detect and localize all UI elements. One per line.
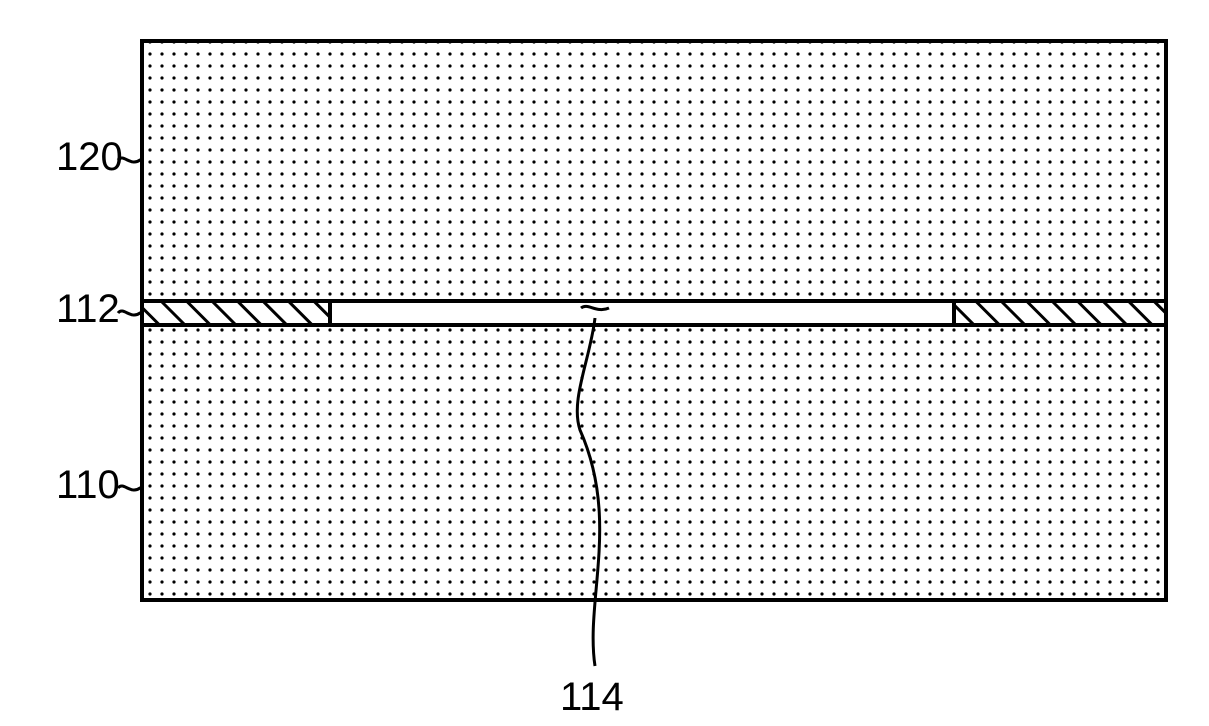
svg-text:110: 110 [56, 463, 120, 507]
label-120: 120 [56, 135, 142, 179]
layer-114-gap [330, 301, 954, 325]
label-110: 110 [56, 463, 142, 507]
svg-text:114: 114 [560, 675, 624, 719]
label-112: 112 [56, 287, 142, 331]
svg-text:120: 120 [56, 135, 123, 179]
layer-112-hatch-left [142, 301, 330, 325]
layer-110-dotted [142, 325, 1166, 600]
diagram-root: 120 112 110 114 [0, 0, 1209, 726]
layer-112-hatch-right [954, 301, 1166, 325]
layer-120-dotted [142, 41, 1166, 301]
svg-text:112: 112 [56, 287, 120, 331]
